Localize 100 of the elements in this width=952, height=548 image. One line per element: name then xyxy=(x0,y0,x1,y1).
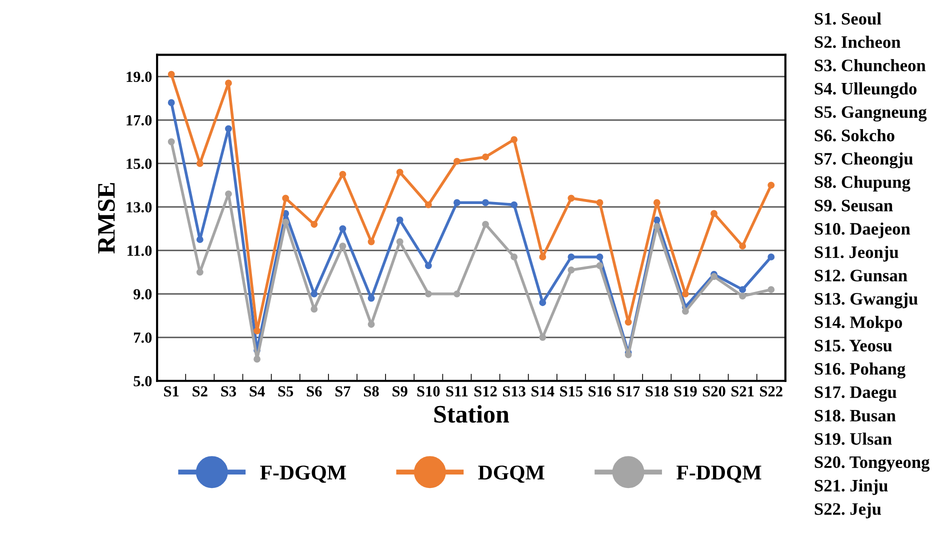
x-tick-label: S4 xyxy=(250,386,265,396)
point xyxy=(254,327,261,334)
point xyxy=(768,286,775,294)
point xyxy=(482,199,489,206)
y-tick-label: 5.0 xyxy=(134,376,152,386)
point xyxy=(339,225,346,232)
text: S5. Gangneung xyxy=(814,106,927,122)
point xyxy=(482,153,489,160)
point xyxy=(282,218,290,226)
y-tick-label: 13.0 xyxy=(126,202,152,212)
point xyxy=(568,194,575,202)
point xyxy=(254,356,261,363)
text: S19. Ulsan xyxy=(814,432,892,445)
x-tick-label: S12 xyxy=(474,386,497,396)
text: S13. Gwangju xyxy=(814,292,918,308)
x-tick-label: S3 xyxy=(221,386,236,396)
point xyxy=(396,168,404,176)
point xyxy=(368,294,375,302)
point xyxy=(739,242,746,250)
point xyxy=(653,199,660,206)
x-tick-label: S15 xyxy=(560,386,583,396)
point xyxy=(310,220,318,228)
x-tick-label: S13 xyxy=(503,386,526,396)
point xyxy=(310,306,318,313)
x-tick-label: S14 xyxy=(532,386,554,396)
point xyxy=(653,216,660,224)
point xyxy=(396,238,404,246)
text: S1. Seoul xyxy=(814,12,882,25)
text: S18. Busan xyxy=(814,410,896,422)
point xyxy=(568,266,575,274)
text: S21. Jinju xyxy=(814,479,888,496)
point xyxy=(596,253,604,260)
text: S16. Pohang xyxy=(814,362,906,378)
point xyxy=(682,290,689,298)
y-axis-title: RMSE xyxy=(98,182,115,254)
x-tick-label: S10 xyxy=(417,386,440,396)
x-tick-label: S11 xyxy=(446,386,468,396)
point xyxy=(453,199,460,206)
text: S20. Tongyeong xyxy=(814,456,930,472)
text: S10. Daejeon xyxy=(814,222,910,238)
x-tick-label: S19 xyxy=(674,386,697,396)
text: S7. Cheongju xyxy=(814,152,913,168)
point xyxy=(539,253,546,260)
point xyxy=(424,201,432,208)
x-tick-label: S7 xyxy=(335,386,350,396)
point xyxy=(653,223,660,230)
point xyxy=(424,290,432,298)
point xyxy=(282,194,290,202)
y-tick-label: 15.0 xyxy=(126,158,152,170)
point xyxy=(510,253,518,260)
x-tick-label: S20 xyxy=(702,386,726,396)
x-tick-label: S8 xyxy=(364,386,379,396)
point xyxy=(768,182,775,189)
point xyxy=(196,268,204,276)
point xyxy=(424,262,432,270)
point xyxy=(739,286,746,294)
x-tick-label: S22 xyxy=(760,386,782,396)
point xyxy=(339,170,346,178)
point xyxy=(568,253,575,260)
text: S9. Seusan xyxy=(814,200,893,212)
point xyxy=(396,216,404,224)
x-tick-label: S16 xyxy=(588,386,612,396)
x-tick-label: S2 xyxy=(192,386,208,396)
x-tick-label: S1 xyxy=(164,386,179,396)
text: S4. Ulleungdo xyxy=(814,82,917,98)
y-tick-label: 9.0 xyxy=(134,289,152,300)
point xyxy=(482,220,489,228)
text: S12. Gunsan xyxy=(814,270,908,282)
point xyxy=(168,99,175,106)
point xyxy=(368,238,375,246)
legend-label: F-DGQM xyxy=(260,466,346,483)
point xyxy=(710,273,718,280)
legend-label: F-DDQM xyxy=(676,466,762,483)
point xyxy=(710,210,718,217)
x-tick-label: S6 xyxy=(306,386,322,396)
point xyxy=(453,158,460,165)
point xyxy=(225,125,232,132)
point xyxy=(624,318,632,326)
text: S14. Mokpo xyxy=(814,316,902,332)
x-tick-label: S17 xyxy=(617,386,640,396)
point xyxy=(196,160,204,167)
point xyxy=(510,201,518,208)
x-tick-label: S21 xyxy=(731,386,754,396)
point xyxy=(682,308,689,315)
x-axis-title: Station xyxy=(434,405,510,423)
text: S6. Sokcho xyxy=(814,129,894,142)
text: S22. Jeju xyxy=(814,502,882,518)
text: S3. Chuncheon xyxy=(814,59,926,72)
point xyxy=(225,190,232,198)
x-tick-label: S9 xyxy=(392,386,408,396)
point xyxy=(168,70,175,78)
y-tick-label: 17.0 xyxy=(126,115,152,126)
y-tick-label: 7.0 xyxy=(134,332,152,343)
point xyxy=(739,292,746,300)
text: S11. Jeonju xyxy=(814,246,898,262)
x-tick-label: S18 xyxy=(646,386,668,396)
text: S2. Incheon xyxy=(814,36,901,48)
text: S17. Daegu xyxy=(814,386,896,402)
point xyxy=(539,299,546,306)
y-tick-label: 11.0 xyxy=(128,246,152,256)
